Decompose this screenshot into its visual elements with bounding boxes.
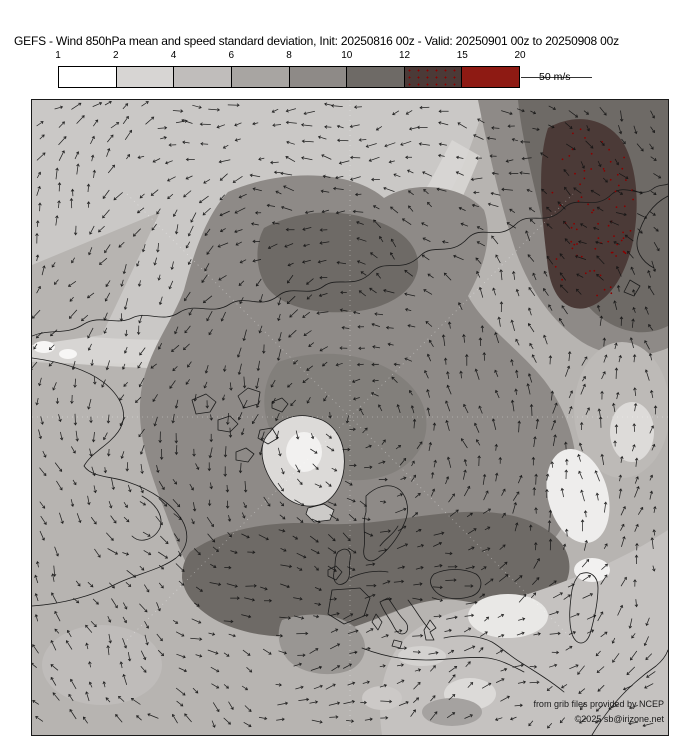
- colorbar-tick: 20: [514, 50, 526, 61]
- colorbar-tick: 2: [112, 50, 119, 61]
- colorbar-tick: 6: [228, 50, 235, 61]
- colorbar-cell: [403, 67, 462, 87]
- colorbar-tick: 4: [170, 50, 177, 61]
- colorbar-tick-labels: 1 2 4 6 8 10 12 15 20: [0, 50, 700, 62]
- attribution-copyright: ©2025 sb@irizone.net: [574, 714, 664, 724]
- contour-fills: [32, 100, 668, 735]
- colorbar-cell: [346, 67, 404, 87]
- colorbar-tick: 8: [286, 50, 292, 61]
- colorbar-cell: [288, 67, 347, 87]
- colorbar-cell: [461, 67, 519, 87]
- colorbar-tick: 12: [398, 50, 411, 61]
- colorbar-cell: [59, 67, 116, 87]
- wind-arrows-layer: [32, 100, 662, 729]
- colorbar-tick: 1: [55, 50, 61, 61]
- map-svg: [32, 100, 668, 735]
- colorbar: [58, 66, 520, 88]
- colorbar-cell: [115, 67, 174, 87]
- colorbar-tick: 15: [456, 50, 468, 61]
- chart-title: GEFS - Wind 850hPa mean and speed standa…: [14, 34, 619, 48]
- map-panel: from grib files provided by NCEP ©2025 s…: [31, 99, 669, 736]
- wind-reference-key: 50 m/s: [520, 66, 650, 88]
- colorbar-cell: [230, 67, 289, 87]
- colorbar-tick: 10: [341, 50, 353, 61]
- attribution-source: from grib files provided by NCEP: [533, 699, 664, 709]
- graticule: [32, 100, 668, 735]
- reference-arrow-label: 50 m/s: [539, 71, 571, 83]
- reference-arrow-line: [521, 77, 592, 78]
- coastlines: [32, 183, 668, 735]
- colorbar-cell: [173, 67, 231, 87]
